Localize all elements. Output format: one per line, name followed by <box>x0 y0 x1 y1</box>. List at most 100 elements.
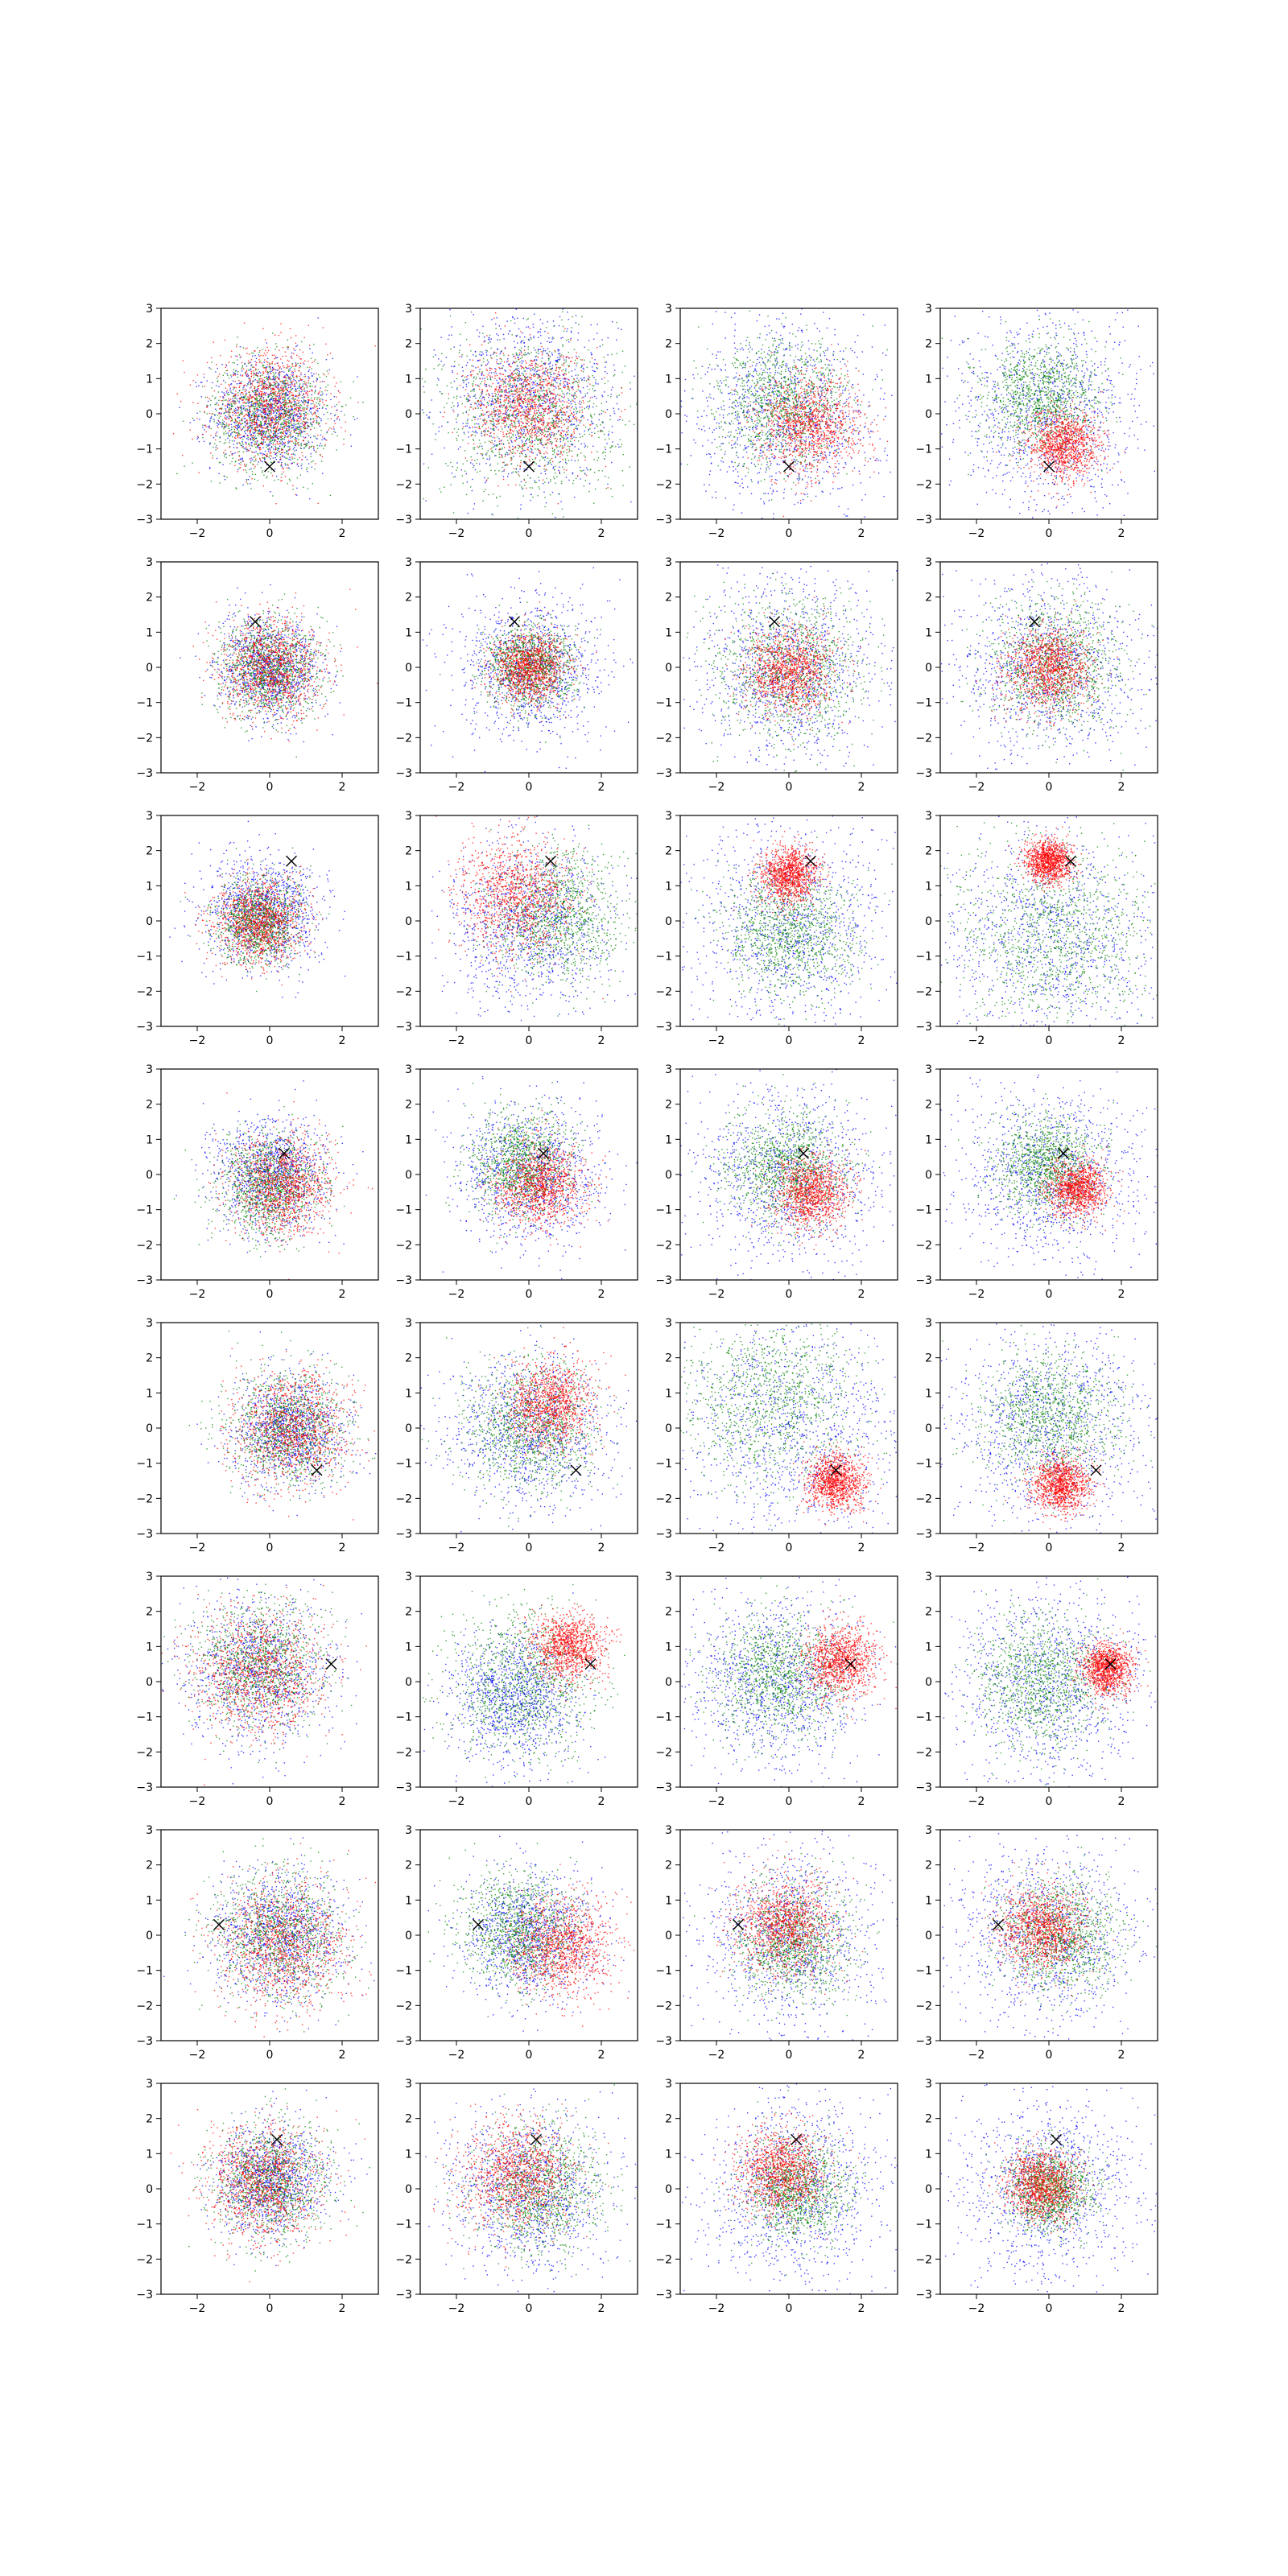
data-point <box>484 477 485 478</box>
data-point <box>253 370 254 371</box>
data-point <box>281 435 282 436</box>
data-point <box>490 423 491 424</box>
data-point <box>277 420 278 421</box>
data-point <box>287 446 288 447</box>
data-point <box>294 462 295 463</box>
data-point <box>209 413 210 414</box>
data-point <box>286 380 287 381</box>
data-point <box>263 439 264 440</box>
data-point <box>577 374 578 375</box>
data-point <box>298 435 299 436</box>
data-point <box>297 420 298 421</box>
data-point <box>563 419 564 420</box>
data-point <box>320 420 321 421</box>
data-point <box>568 319 569 320</box>
data-point <box>282 444 283 445</box>
data-point <box>493 372 494 373</box>
data-point <box>299 427 300 428</box>
data-point <box>517 465 518 466</box>
data-point <box>253 396 254 397</box>
data-point <box>291 456 292 457</box>
data-point <box>255 415 256 416</box>
data-point <box>261 415 262 416</box>
data-point <box>275 385 276 386</box>
data-point <box>260 443 261 444</box>
data-point <box>299 383 300 384</box>
data-point <box>214 390 215 391</box>
data-point <box>509 417 510 418</box>
data-point <box>238 463 239 464</box>
data-point <box>227 405 228 406</box>
data-point <box>300 366 301 367</box>
data-point <box>247 449 248 450</box>
data-point <box>518 420 519 421</box>
data-point <box>300 404 301 405</box>
data-point <box>611 354 612 355</box>
data-point <box>315 386 316 387</box>
data-point <box>467 401 468 402</box>
data-point <box>488 339 489 340</box>
data-point <box>279 443 280 444</box>
data-point <box>558 349 559 350</box>
data-point <box>607 373 608 374</box>
data-point <box>314 450 315 451</box>
data-point <box>308 399 309 400</box>
data-point <box>578 324 579 325</box>
data-point <box>453 512 454 513</box>
data-point <box>298 370 299 371</box>
data-point <box>474 447 475 448</box>
data-point <box>243 408 244 409</box>
data-point <box>482 378 483 379</box>
data-point <box>217 381 218 382</box>
data-point <box>531 420 532 421</box>
data-point <box>192 418 193 419</box>
data-point <box>318 503 319 504</box>
data-point <box>291 395 292 396</box>
data-point <box>507 476 508 477</box>
data-point <box>312 407 313 408</box>
data-point <box>467 398 468 399</box>
data-point <box>254 430 255 431</box>
data-point <box>218 473 219 474</box>
data-point <box>600 424 601 425</box>
data-point <box>302 379 303 380</box>
data-point <box>503 383 504 384</box>
data-point <box>530 370 531 371</box>
data-point <box>207 380 208 381</box>
data-point <box>617 419 618 420</box>
data-point <box>457 402 458 403</box>
data-point <box>275 391 276 392</box>
data-point <box>500 353 501 354</box>
data-point <box>225 399 226 400</box>
data-point <box>267 403 268 404</box>
data-point <box>459 349 460 350</box>
data-point <box>530 365 531 366</box>
data-point <box>258 420 259 421</box>
data-point <box>198 437 199 438</box>
data-point <box>508 388 509 389</box>
data-point <box>289 434 290 435</box>
data-point <box>272 440 273 441</box>
data-point <box>543 350 544 351</box>
data-point <box>301 397 302 398</box>
data-point <box>543 381 544 382</box>
data-point <box>458 414 459 415</box>
data-point <box>278 369 279 370</box>
data-point <box>302 423 303 424</box>
data-point <box>234 401 235 402</box>
data-point <box>595 390 596 391</box>
data-point <box>313 446 314 447</box>
data-point <box>299 358 300 359</box>
data-point <box>579 390 580 391</box>
data-point <box>524 456 525 457</box>
data-point <box>213 437 214 438</box>
data-point <box>258 359 259 360</box>
data-point <box>233 447 234 448</box>
data-point <box>244 421 245 422</box>
data-point <box>325 344 326 345</box>
data-point <box>534 347 535 348</box>
data-point <box>240 459 241 460</box>
data-point <box>249 450 250 451</box>
data-point <box>222 464 223 465</box>
data-point <box>570 401 571 402</box>
